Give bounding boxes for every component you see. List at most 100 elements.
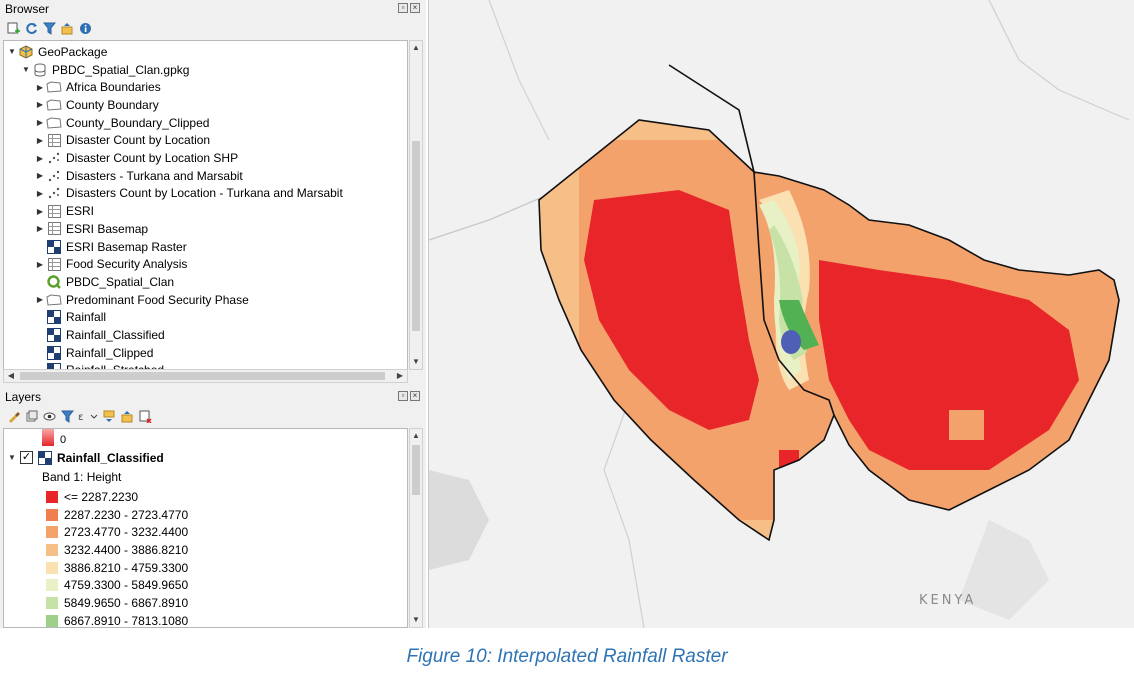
browser-close-button[interactable]: ×	[410, 3, 420, 13]
browser-item-label: County_Boundary_Clipped	[66, 115, 210, 130]
layers-vertical-scrollbar[interactable]: ▲ ▼	[409, 428, 423, 628]
chevron-right-icon[interactable]: ▶	[36, 118, 44, 128]
layers-float-button[interactable]: ▫	[398, 391, 408, 401]
chevron-down-icon[interactable]: ▼	[8, 453, 16, 463]
chevron-right-icon[interactable]: ▶	[36, 295, 44, 305]
remove-layer-icon[interactable]	[138, 409, 152, 423]
chevron-right-icon[interactable]: ▶	[36, 259, 44, 269]
filter-expression-icon[interactable]: ε	[78, 409, 98, 423]
band-label: Band 1: Height	[42, 470, 122, 484]
legend-class-item: 3886.8210 - 4759.3300	[46, 559, 188, 577]
raster-icon	[46, 239, 62, 254]
browser-item[interactable]: ▼ GeoPackage	[6, 43, 107, 61]
browser-item[interactable]: ▶ Disaster Count by Location	[34, 132, 210, 150]
map-country-label: KENYA	[919, 593, 976, 608]
add-group-icon[interactable]	[24, 409, 38, 423]
table-icon	[46, 204, 62, 218]
browser-item-label: ESRI Basemap	[66, 221, 149, 236]
legend-class-label: <= 2287.2230	[64, 489, 139, 504]
browser-horizontal-scrollbar[interactable]: ◀ ▶	[3, 369, 408, 383]
browser-hscroll-thumb[interactable]	[20, 372, 385, 380]
browser-item[interactable]: ▶ County_Boundary_Clipped	[34, 114, 210, 132]
layer-name: Rainfall_Classified	[57, 450, 164, 465]
browser-item[interactable]: ▶ Food Security Analysis	[34, 255, 187, 273]
style-brush-icon[interactable]	[6, 409, 20, 423]
scroll-left-icon[interactable]: ◀	[7, 371, 15, 380]
layers-panel-header: Layers ▫ ×	[0, 388, 426, 406]
qgis-project-icon	[46, 275, 62, 289]
browser-item[interactable]: Rainfall_Classified	[34, 326, 165, 344]
browser-item-label: Rainfall_Stretched	[66, 363, 164, 369]
browser-panel-header: Browser ▫ ×	[0, 0, 426, 18]
browser-item[interactable]: Rainfall_Clipped	[34, 344, 153, 362]
browser-item[interactable]: PBDC_Spatial_Clan	[34, 273, 174, 291]
legend-class-item: 3232.4400 - 3886.8210	[46, 541, 188, 559]
browser-item-label: Rainfall_Clipped	[66, 345, 154, 360]
add-layer-icon[interactable]	[6, 21, 20, 35]
browser-item[interactable]: ▶ Disasters - Turkana and Marsabit	[34, 167, 243, 185]
chevron-right-icon[interactable]: ▶	[36, 206, 44, 216]
browser-item-label: Disasters - Turkana and Marsabit	[66, 168, 243, 183]
chevron-right-icon[interactable]: ▶	[36, 100, 44, 110]
layer-row-rainfall-classified[interactable]: ▼ ✓ Rainfall_Classified	[6, 449, 164, 467]
database-icon	[32, 63, 48, 77]
chevron-right-icon[interactable]: ▶	[36, 224, 44, 234]
layers-close-button[interactable]: ×	[410, 391, 420, 401]
scroll-down-icon[interactable]: ▼	[412, 357, 420, 366]
rainfall-raster-map[interactable]: KENYA	[429, 0, 1134, 628]
browser-item[interactable]: Rainfall_Stretched	[34, 362, 164, 369]
browser-item-label: Food Security Analysis	[66, 257, 188, 272]
browser-float-button[interactable]: ▫	[398, 3, 408, 13]
visibility-eye-icon[interactable]	[42, 409, 56, 423]
layer-filter-icon[interactable]	[60, 409, 74, 423]
legend-class-label: 2287.2230 - 2723.4770	[64, 507, 189, 522]
chevron-right-icon[interactable]: ▶	[36, 135, 44, 145]
browser-tree: ▼ GeoPackage ▼ PBDC_Spatial_Clan.gpkg ▶ Afric…	[3, 40, 408, 370]
browser-item[interactable]: ▼ PBDC_Spatial_Clan.gpkg	[20, 61, 189, 79]
legend-swatch	[46, 543, 58, 556]
scroll-right-icon[interactable]: ▶	[396, 371, 404, 380]
browser-item[interactable]: ▶ Disasters Count by Location - Turkana a…	[34, 185, 343, 203]
layers-panel-title: Layers	[5, 390, 42, 404]
chevron-down-icon[interactable]: ▼	[8, 47, 16, 57]
browser-item[interactable]: ▶ Disaster Count by Location SHP	[34, 149, 238, 167]
layers-scroll-thumb[interactable]	[412, 445, 420, 495]
browser-item[interactable]: ▶ County Boundary	[34, 96, 159, 114]
table-icon	[46, 133, 62, 147]
browser-item[interactable]: ▶ ESRI	[34, 202, 94, 220]
figure-caption: Figure 10: Interpolated Rainfall Raster	[406, 646, 728, 667]
browser-item[interactable]: ▶ Predominant Food Security Phase	[34, 291, 249, 309]
chevron-right-icon[interactable]: ▶	[36, 82, 44, 92]
scroll-down-icon[interactable]: ▼	[412, 615, 420, 624]
chevron-down-icon[interactable]: ▼	[22, 65, 30, 75]
chevron-right-icon[interactable]: ▶	[36, 153, 44, 163]
map-canvas[interactable]: KENYA	[428, 0, 1134, 628]
layer-visibility-checkbox[interactable]: ✓	[20, 451, 33, 465]
browser-vertical-scrollbar[interactable]: ▲ ▼	[409, 40, 423, 370]
expand-all-icon[interactable]	[102, 409, 116, 423]
browser-item[interactable]: ▶ Africa Boundaries	[34, 78, 161, 96]
collapse-layers-icon[interactable]	[120, 409, 134, 423]
refresh-icon[interactable]	[24, 21, 38, 35]
chevron-right-icon[interactable]: ▶	[36, 171, 44, 181]
browser-scroll-thumb[interactable]	[412, 141, 420, 331]
filter-icon[interactable]	[42, 21, 56, 35]
collapse-all-icon[interactable]	[60, 21, 74, 35]
raster-icon	[46, 310, 62, 325]
table-icon	[46, 222, 62, 236]
info-icon[interactable]	[78, 21, 92, 35]
browser-item-label: Rainfall_Classified	[66, 328, 165, 343]
browser-item[interactable]: Rainfall	[34, 309, 106, 327]
raster-icon	[46, 363, 62, 369]
browser-item-label: GeoPackage	[38, 44, 108, 59]
layers-tree: 0 ▼ ✓ Rainfall_Classified Band 1: Height…	[3, 428, 408, 628]
scroll-up-icon[interactable]: ▲	[412, 43, 420, 52]
browser-item-label: Rainfall	[66, 310, 107, 325]
left-dock: Browser ▫ ×	[0, 0, 426, 628]
scroll-up-icon[interactable]: ▲	[412, 431, 420, 440]
browser-item-label: ESRI	[66, 204, 95, 219]
qgis-window: Browser ▫ ×	[0, 0, 1134, 628]
browser-item[interactable]: ▶ ESRI Basemap	[34, 220, 148, 238]
chevron-right-icon[interactable]: ▶	[36, 188, 44, 198]
browser-item[interactable]: ESRI Basemap Raster	[34, 238, 187, 256]
